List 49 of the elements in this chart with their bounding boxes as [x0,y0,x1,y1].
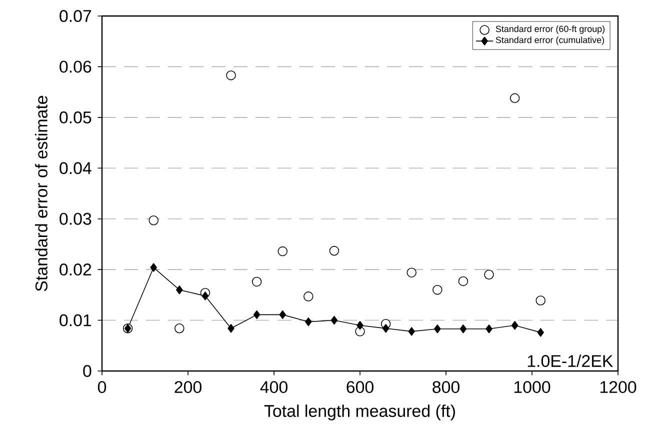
point [510,93,520,104]
point [278,246,288,256]
point [511,320,518,330]
y-tick-label: 0.05 [60,111,92,124]
point [176,285,183,294]
point [536,296,546,306]
x-tick-label: 600 [346,381,374,394]
point [382,324,390,333]
legend-label: Standard error (cumulative) [496,36,604,45]
x-tick-label: 400 [260,381,288,394]
point [356,320,364,330]
point [174,324,184,334]
x-tick-label: 0 [98,381,106,394]
y-tick-label: 0.06 [60,60,92,73]
point [408,327,415,336]
x-axis-title: Total length measured (ft) [264,404,455,420]
point [434,324,441,334]
y-axis-title: Standard error of estimate [35,96,48,292]
x-tick-label: 1000 [514,381,550,394]
point [150,263,157,272]
y-tick-label: 0.02 [60,264,92,276]
point [228,324,234,333]
point [486,324,492,334]
point [305,317,312,326]
point [432,284,442,295]
y-tick-label: 0.07 [60,10,92,22]
point [253,310,260,320]
annotation: 1.0E-1/2EK [528,354,614,368]
y-tick-label: 0 [83,364,92,377]
point [458,276,468,286]
x-tick-label: 1200 [600,381,636,394]
point [537,328,544,337]
point [148,215,158,226]
x-tick-label: 200 [174,381,202,394]
x-tick-label: 800 [432,381,460,394]
y-tick-label: 0.04 [60,162,92,174]
point [279,310,286,320]
point [330,316,338,325]
y-tick-label: 0.03 [60,212,92,225]
point [406,268,416,278]
point [226,70,236,80]
point [460,324,467,334]
point [304,292,314,302]
point [202,292,209,300]
point [252,276,262,287]
legend-label: Standard error (60-ft group) [496,26,605,34]
point [329,246,340,256]
y-tick-label: 0.01 [60,314,92,326]
point [484,270,494,280]
